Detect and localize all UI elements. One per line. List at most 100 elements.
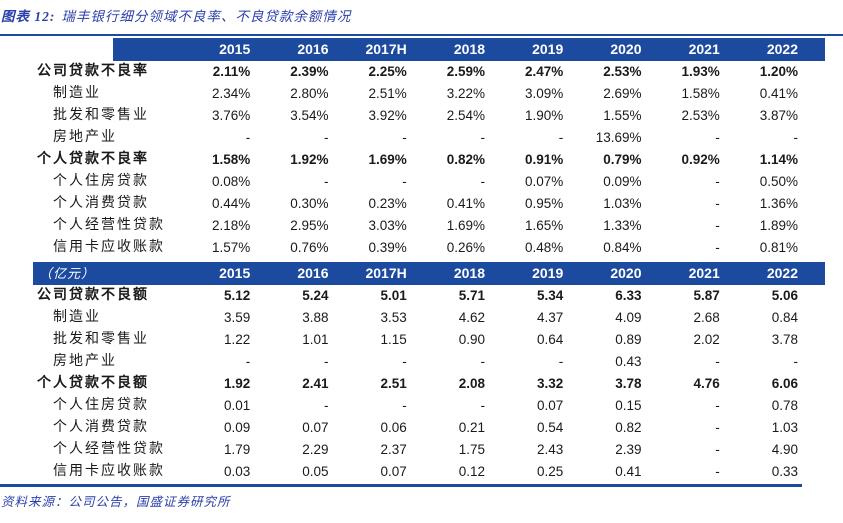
row-label: 个人消费贷款 [53, 420, 149, 435]
table-row: 个人经营性贷款 2.18% 2.95% 3.03% 1.69% 1.65% 1.33% - 1.… [33, 215, 825, 237]
value-cell: 2.53% [681, 108, 720, 123]
year-header-cell: 2017H [365, 41, 407, 57]
table-row: 信用卡应收账款 0.03 0.05 0.07 0.12 0.25 0.41 - 0.33 [33, 461, 825, 483]
value-cell: 3.54% [290, 108, 329, 123]
npl-table: 2015 2016 2017H 2018 2019 2020 2021 2022 公司贷款不良率… [33, 38, 825, 483]
value-cell: - [715, 398, 720, 413]
row-spacer [802, 285, 825, 307]
value-cell: - [793, 354, 799, 369]
value-cell: 0.03 [223, 464, 251, 479]
value-cell: 0.84% [603, 240, 642, 255]
value-cell: 0.30% [290, 196, 329, 211]
value-cell: 2.95% [290, 218, 329, 233]
value-cell: 0.95% [524, 196, 564, 211]
row-label: 信用卡应收账款 [53, 464, 165, 479]
value-cell: 0.91% [524, 152, 564, 167]
value-cell: 2.34% [211, 86, 251, 101]
row-label: 个人住房贷款 [53, 398, 149, 413]
row-spacer [802, 395, 825, 417]
value-cell: 0.82% [446, 152, 485, 167]
row-label: 制造业 [53, 86, 101, 101]
header-spacer [802, 38, 825, 61]
year-header-cell: 2021 [688, 41, 720, 57]
value-cell: 1.69% [446, 218, 485, 233]
value-cell: 1.03 [771, 420, 798, 435]
value-cell: 3.78 [771, 332, 798, 347]
value-cell: 0.81% [759, 240, 798, 255]
value-cell: - [324, 130, 329, 145]
value-cell: 1.03% [603, 196, 642, 211]
year-header-cell: 2015 [219, 41, 251, 57]
value-cell: 3.32 [536, 376, 564, 391]
table-row: 个人消费贷款 0.44% 0.30% 0.23% 0.41% 0.95% 1.03% - 1.3… [33, 193, 825, 215]
row-spacer [802, 61, 825, 83]
value-cell: 0.82 [615, 420, 642, 435]
value-cell: 2.51 [380, 376, 407, 391]
value-cell: - [793, 130, 799, 145]
year-header-row: （亿元） 2015 2016 2017H 2018 2019 2020 2021 2022 [33, 262, 825, 285]
value-cell: - [402, 354, 407, 369]
row-label: 公司贷款不良率 [37, 64, 149, 79]
row-label: 个人贷款不良额 [37, 376, 149, 391]
unit-label: （亿元） [39, 266, 96, 281]
value-cell: 1.57% [211, 240, 251, 255]
value-cell: 0.50% [759, 174, 798, 189]
top-rule [0, 34, 843, 36]
value-cell: 2.25% [368, 64, 407, 79]
value-cell: 0.09 [223, 420, 251, 435]
year-header-cell: 2020 [610, 265, 642, 281]
figure-title-text: 瑞丰银行细分领域不良率、不良贷款余额情况 [61, 9, 352, 24]
value-cell: 6.33 [615, 288, 642, 303]
value-cell: 2.41 [302, 376, 329, 391]
value-cell: 0.23% [368, 196, 407, 211]
row-spacer [802, 127, 825, 149]
value-cell: 2.80% [290, 86, 329, 101]
value-cell: 1.36% [759, 196, 798, 211]
value-cell: 13.69% [595, 130, 642, 145]
figure-number: 图表 12: [1, 9, 56, 24]
value-cell: - [715, 420, 720, 435]
value-cell: - [558, 354, 564, 369]
row-label: 批发和零售业 [53, 108, 149, 123]
value-cell: - [715, 354, 720, 369]
value-cell: 3.87% [759, 108, 798, 123]
value-cell: 1.92 [223, 376, 251, 391]
row-label: 个人消费贷款 [53, 196, 149, 211]
row-spacer [802, 237, 825, 259]
value-cell: - [715, 196, 720, 211]
value-cell: 0.07 [536, 398, 564, 413]
value-cell: 4.09 [615, 310, 642, 325]
value-cell: 2.39% [290, 64, 329, 79]
value-cell: - [480, 398, 486, 413]
row-spacer [802, 193, 825, 215]
value-cell: - [715, 240, 720, 255]
value-cell: 1.14% [759, 152, 798, 167]
value-cell: - [715, 130, 720, 145]
value-cell: 6.06 [771, 376, 798, 391]
value-cell: 1.01 [302, 332, 329, 347]
value-cell: 2.37 [380, 442, 407, 457]
value-cell: 5.24 [302, 288, 329, 303]
year-header-cell: 2016 [297, 41, 329, 57]
row-spacer [802, 439, 825, 461]
year-header-cell: 2015 [219, 265, 251, 281]
value-cell: 0.41% [446, 196, 485, 211]
value-cell: 0.21 [458, 420, 485, 435]
value-cell: 1.55% [603, 108, 642, 123]
value-cell: 2.29 [302, 442, 329, 457]
value-cell: 0.25 [536, 464, 564, 479]
value-cell: 3.78 [615, 376, 642, 391]
row-label: 公司贷款不良额 [37, 288, 149, 303]
value-cell: 2.68 [693, 310, 720, 325]
value-cell: - [402, 398, 407, 413]
year-header-cell: 2022 [766, 41, 798, 57]
source-note: 资料来源：公司公告，国盛证券研究所 [1, 495, 231, 509]
value-cell: 0.84 [771, 310, 798, 325]
header-spacer [802, 262, 825, 285]
value-cell: 0.90 [458, 332, 485, 347]
row-label: 个人贷款不良率 [37, 152, 149, 167]
row-label: 房地产业 [53, 130, 117, 145]
value-cell: - [245, 130, 251, 145]
value-cell: 5.01 [380, 288, 407, 303]
value-cell: - [245, 354, 251, 369]
